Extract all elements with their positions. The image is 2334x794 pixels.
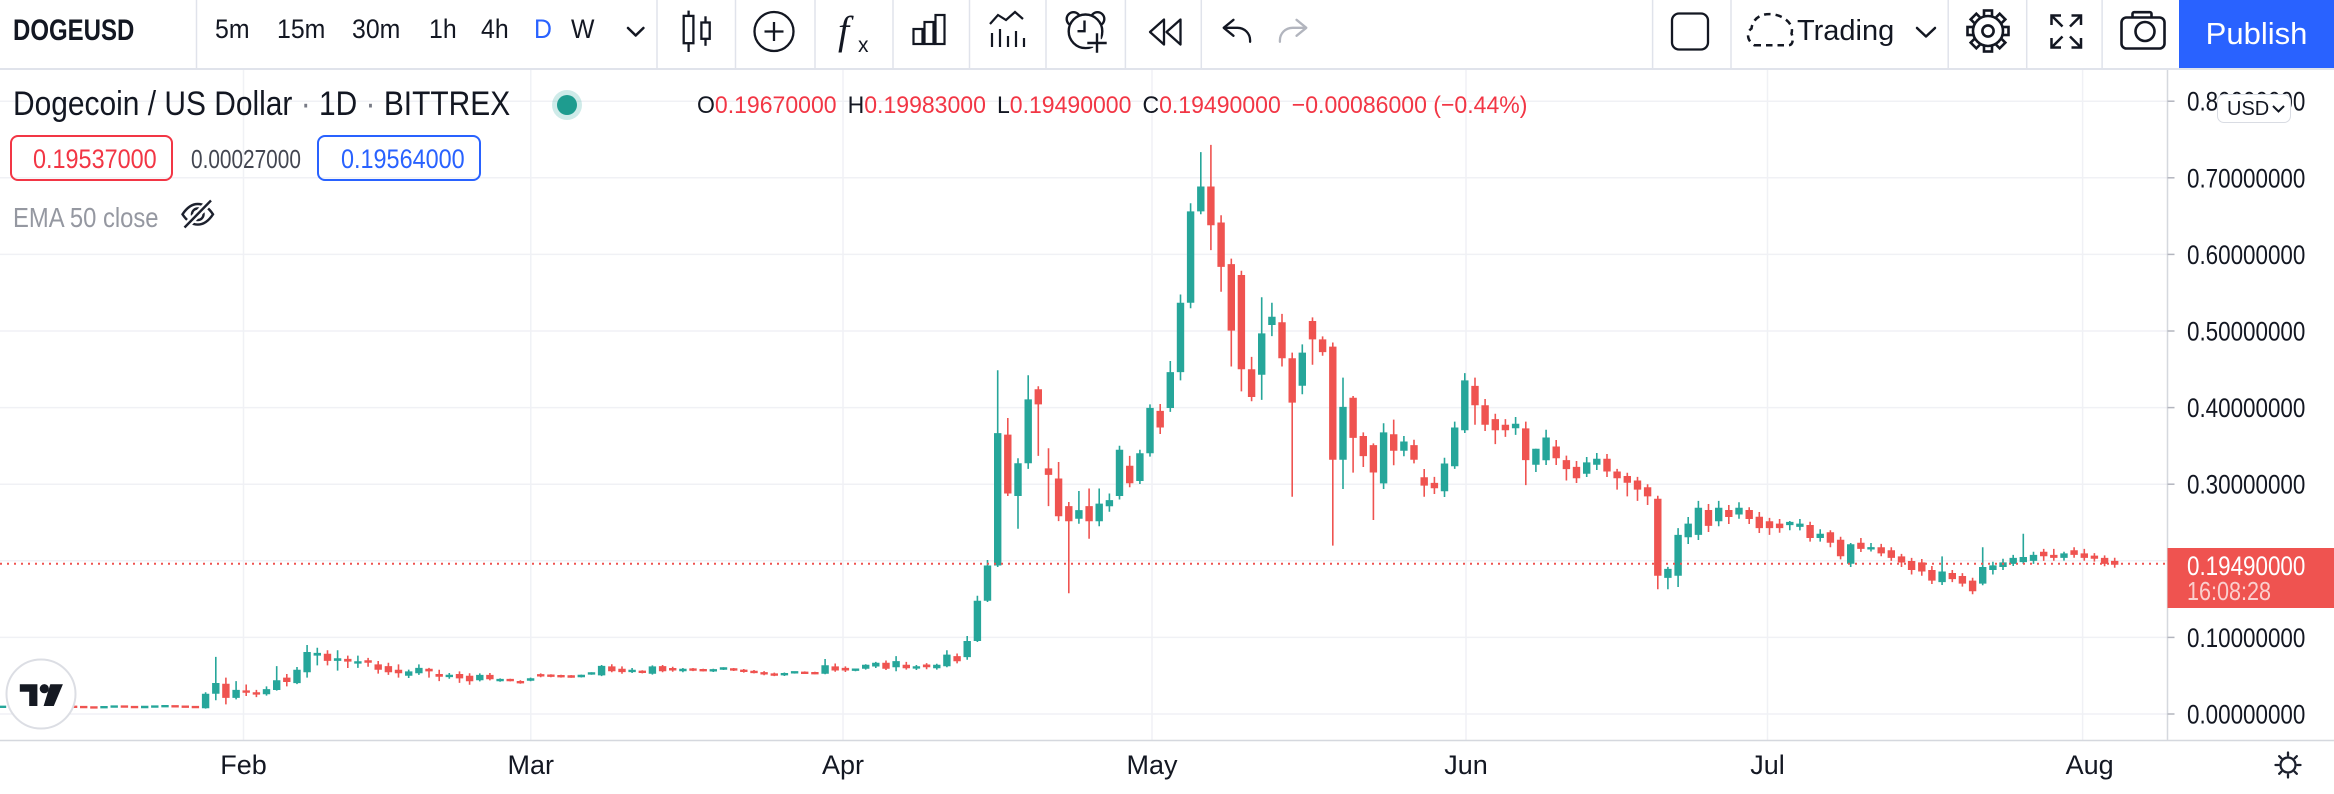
svg-text:Apr: Apr	[822, 750, 864, 780]
svg-text:Jul: Jul	[1750, 750, 1785, 780]
svg-text:x: x	[858, 34, 869, 57]
svg-text:0.70000000: 0.70000000	[2187, 164, 2305, 193]
svg-text:0.60000000: 0.60000000	[2187, 241, 2305, 270]
svg-text:0.30000000: 0.30000000	[2187, 471, 2305, 500]
svg-text:May: May	[1126, 750, 1178, 780]
svg-text:0.40000000: 0.40000000	[2187, 394, 2305, 423]
svg-text:0.10000000: 0.10000000	[2187, 624, 2305, 653]
svg-text:0.50000000: 0.50000000	[2187, 318, 2305, 347]
svg-text:Aug: Aug	[2066, 750, 2114, 780]
svg-text:16:08:28: 16:08:28	[2187, 577, 2271, 606]
svg-text:f: f	[838, 8, 854, 53]
svg-text:Jun: Jun	[1444, 750, 1488, 780]
svg-text:0.19490000: 0.19490000	[2187, 552, 2305, 581]
svg-text:0.00000000: 0.00000000	[2187, 701, 2305, 730]
svg-text:Mar: Mar	[508, 750, 555, 780]
svg-text:Feb: Feb	[220, 750, 267, 780]
